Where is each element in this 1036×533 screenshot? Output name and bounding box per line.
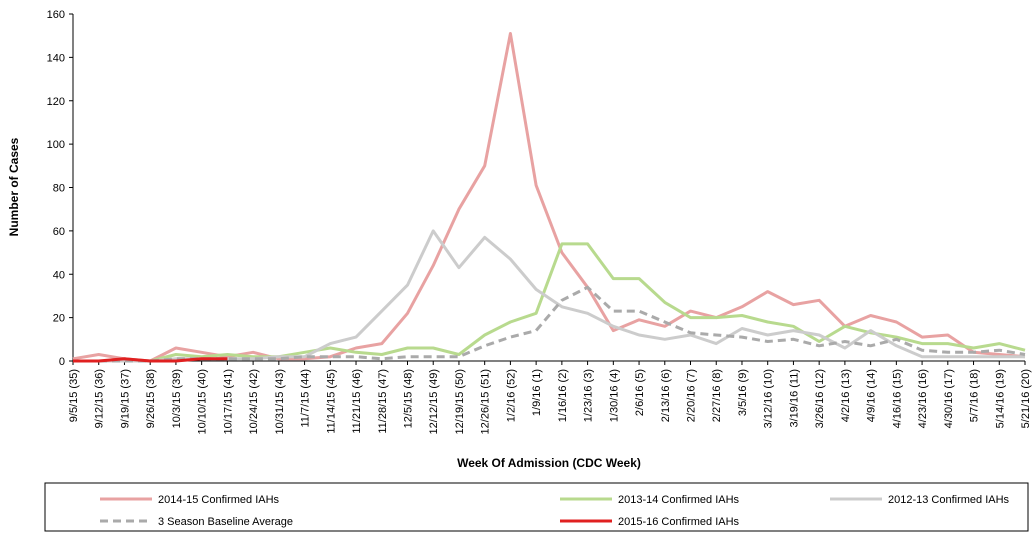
x-tick-label: 10/3/15 (39)	[171, 369, 183, 428]
x-tick-label: 10/17/15 (41)	[222, 369, 234, 434]
x-tick-label: 9/19/15 (37)	[119, 369, 131, 428]
x-tick-label: 10/31/15 (43)	[274, 369, 286, 434]
x-tick-label: 2/20/16 (7)	[686, 369, 698, 422]
x-tick-label: 2/27/16 (8)	[711, 369, 723, 422]
x-tick-label: 10/24/15 (42)	[248, 369, 260, 434]
x-tick-label: 11/14/15 (45)	[325, 369, 337, 434]
x-tick-label: 3/5/16 (9)	[737, 369, 749, 416]
legend-label: 2013-14 Confirmed IAHs	[618, 494, 740, 506]
y-tick-label: 0	[59, 356, 65, 368]
x-tick-label: 9/26/15 (38)	[145, 369, 157, 428]
x-tick-label: 10/10/15 (40)	[197, 369, 209, 434]
x-tick-label: 1/23/16 (3)	[583, 369, 595, 422]
x-tick-label: 12/12/15 (49)	[428, 369, 440, 434]
x-tick-label: 9/12/15 (36)	[94, 369, 106, 428]
x-tick-label: 2/6/16 (5)	[634, 369, 646, 416]
x-tick-label: 12/26/15 (51)	[480, 369, 492, 434]
x-tick-label: 5/14/16 (19)	[994, 369, 1006, 428]
legend-label: 2012-13 Confirmed IAHs	[888, 494, 1010, 506]
x-tick-label: 2/13/16 (6)	[660, 369, 672, 422]
legend-box	[44, 482, 1029, 532]
x-tick-label: 11/28/15 (47)	[377, 369, 389, 434]
y-tick-label: 60	[53, 226, 65, 238]
y-tick-label: 80	[53, 183, 65, 195]
legend-label: 2015-16 Confirmed IAHs	[618, 516, 740, 528]
x-tick-label: 9/5/15 (35)	[68, 369, 80, 422]
series-line	[73, 357, 228, 363]
x-tick-label: 12/19/15 (50)	[454, 369, 466, 434]
x-tick-label: 1/9/16 (1)	[531, 369, 543, 416]
x-tick-label: 11/21/15 (46)	[351, 369, 363, 434]
x-tick-label: 5/7/16 (18)	[969, 369, 981, 422]
x-tick-label: 1/2/16 (52)	[505, 369, 517, 422]
series-line	[72, 32, 1026, 363]
x-tick-label: 3/12/16 (10)	[763, 369, 775, 428]
x-tick-label: 4/2/16 (13)	[840, 369, 852, 422]
legend-label: 3 Season Baseline Average	[158, 516, 293, 528]
x-tick-label: 3/19/16 (11)	[788, 369, 800, 428]
x-tick-label: 4/16/16 (15)	[891, 369, 903, 428]
x-axis-title: Week Of Admission (CDC Week)	[457, 456, 641, 470]
x-tick-label: 4/23/16 (16)	[917, 369, 929, 428]
legend-label: 2014-15 Confirmed IAHs	[158, 494, 280, 506]
series-line	[73, 285, 1026, 363]
y-tick-label: 140	[47, 52, 65, 64]
x-tick-label: 5/21/16 (20)	[1020, 369, 1032, 428]
x-tick-label: 11/7/15 (44)	[300, 369, 312, 428]
x-tick-label: 12/5/15 (48)	[402, 369, 414, 428]
x-tick-label: 1/30/16 (4)	[608, 369, 620, 422]
x-tick-label: 4/9/16 (14)	[866, 369, 878, 422]
y-tick-label: 40	[53, 269, 65, 281]
x-tick-label: 1/16/16 (2)	[557, 369, 569, 422]
x-tick-label: 3/26/16 (12)	[814, 369, 826, 428]
y-axis-title: Number of Cases	[7, 137, 21, 236]
y-tick-label: 20	[53, 313, 65, 325]
x-tick-label: 4/30/16 (17)	[943, 369, 955, 428]
y-tick-label: 160	[47, 9, 65, 21]
y-tick-label: 100	[47, 139, 65, 151]
y-tick-label: 120	[47, 96, 65, 108]
